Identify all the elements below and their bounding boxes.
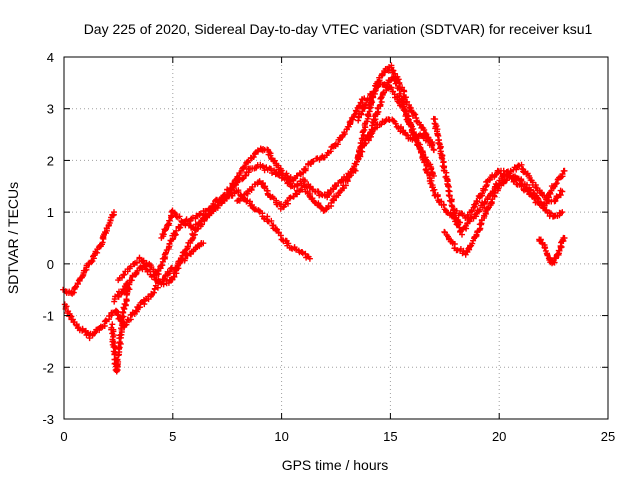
x-axis-ticks: 0 5 10 15 20 25 [60,57,615,444]
plus-markers [60,209,117,297]
y-tick-label: -3 [42,412,54,427]
satellite-track-10 [365,73,463,226]
y-tick-label: -2 [42,360,54,375]
y-axis-ticks: -3 -2 -1 0 1 2 3 4 [42,50,608,427]
y-tick-label: 1 [47,205,54,220]
plus-markers [430,115,566,238]
plus-markers [441,173,566,258]
y-axis-label: SDTVAR / TECUs [5,182,21,294]
plot-frame [63,56,609,420]
satellite-track-13 [451,167,568,222]
satellite-track-12 [441,173,566,258]
satellite-track-1 [60,209,117,297]
x-tick-label: 15 [383,429,397,444]
gridlines [64,57,608,419]
plus-markers [536,234,568,267]
plus-markers [365,73,463,226]
plus-markers [451,167,568,222]
y-tick-label: -1 [42,309,54,324]
satellite-track-11 [430,115,566,238]
plus-markers [108,281,133,375]
y-tick-label: 3 [47,102,54,117]
y-tick-label: 2 [47,153,54,168]
satellite-track-14 [536,234,568,267]
x-tick-label: 10 [274,429,288,444]
x-tick-label: 0 [60,429,67,444]
chart-title: Day 225 of 2020, Sidereal Day-to-day VTE… [84,21,593,37]
x-tick-label: 20 [492,429,506,444]
x-axis-label: GPS time / hours [282,457,389,473]
x-tick-label: 5 [169,429,176,444]
data-marks [60,62,568,375]
x-tick-label: 25 [601,429,615,444]
plus-markers [158,95,368,241]
y-tick-label: 0 [47,257,54,272]
satellite-track-6 [158,95,368,241]
y-tick-label: 4 [47,50,54,65]
satellite-track-3 [108,281,133,375]
